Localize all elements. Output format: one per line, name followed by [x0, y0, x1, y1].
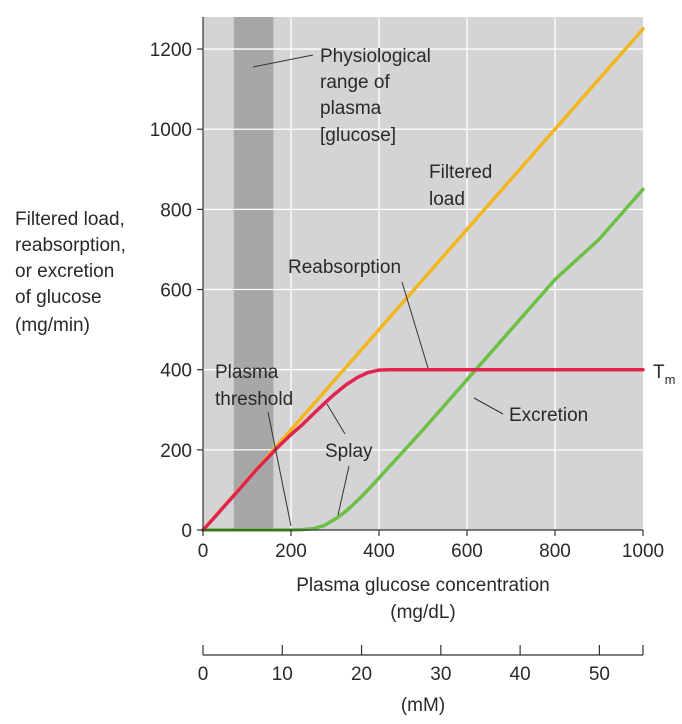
- x-tick-label: 800: [539, 541, 571, 562]
- y-axis-title: Filtered load, reabsorption, or excretio…: [15, 209, 126, 336]
- x-axis-title: Plasma glucose concentration: [296, 575, 549, 596]
- physiological-range-label: [glucose]: [320, 125, 396, 146]
- y-axis-title-line: or excretion: [15, 261, 114, 282]
- x-tick-label: 0: [198, 541, 209, 562]
- y-tick-label: 0: [181, 521, 192, 542]
- physiological-range-leader: [252, 54, 314, 68]
- physiological-range-label: plasma: [320, 98, 382, 119]
- y-axis-title-line: of glucose: [15, 287, 102, 308]
- y-tick-label: 800: [160, 200, 192, 221]
- x-tick-label: 400: [363, 541, 395, 562]
- splay-leader-upper: [326, 403, 346, 435]
- splay-label: Splay: [325, 441, 373, 462]
- splay-leader-lower: [337, 465, 350, 516]
- plasma-threshold-label: Plasma: [215, 362, 279, 383]
- mm-tick-label: 30: [430, 664, 451, 685]
- y-tick-label: 600: [160, 281, 192, 302]
- excretion-label: Excretion: [509, 405, 588, 426]
- tm-main: T: [653, 362, 665, 383]
- y-tick-label: 1000: [150, 120, 192, 141]
- y-axis-title-line: (mg/min): [15, 315, 90, 336]
- excretion-leader: [473, 397, 504, 415]
- mm-tick-label: 20: [351, 664, 372, 685]
- x-tick-label: 1000: [622, 541, 664, 562]
- gridlines: [203, 17, 643, 530]
- reabsorption-leader: [401, 281, 429, 369]
- excretion-line: [201, 187, 645, 532]
- axis-ticks: 0 200 400 600 800 1000 0 200 400 600 800 1000 1200: [150, 40, 664, 562]
- y-tick-label: 400: [160, 361, 192, 382]
- tm-subscript: m: [665, 372, 676, 387]
- series-layer: [201, 27, 645, 532]
- reabsorption-line: [201, 367, 645, 532]
- mm-tick-label: 40: [510, 664, 531, 685]
- mm-tick-label: 10: [272, 664, 293, 685]
- x-tick-label: 200: [275, 541, 307, 562]
- secondary-mm-axis: 0 10 20 30 40 50: [198, 645, 644, 685]
- x-axis-unit: (mg/dL): [390, 602, 455, 623]
- mm-axis-title: (mM): [401, 695, 445, 716]
- filtered-load-label: load: [429, 189, 465, 210]
- y-tick-label: 1200: [150, 40, 192, 61]
- plasma-threshold-label: threshold: [215, 389, 293, 410]
- annotations: Physiological range of plasma [glucose] …: [215, 46, 675, 527]
- plasma-threshold-leader: [267, 411, 292, 527]
- reabsorption-label: Reabsorption: [288, 257, 401, 278]
- mm-tick-label: 50: [589, 664, 610, 685]
- y-tick-label: 200: [160, 441, 192, 462]
- filtered-load-label: Filtered: [429, 162, 492, 183]
- tm-label: Tm: [653, 362, 675, 387]
- mm-tick-label: 0: [198, 664, 209, 685]
- x-tick-label: 600: [451, 541, 483, 562]
- physiological-range-label: range of: [320, 72, 390, 93]
- y-axis-title-line: Filtered load,: [15, 209, 125, 230]
- physiological-range-band: [233, 17, 274, 530]
- physiological-range-label: Physiological: [320, 46, 431, 67]
- y-axis-title-line: reabsorption,: [15, 235, 126, 256]
